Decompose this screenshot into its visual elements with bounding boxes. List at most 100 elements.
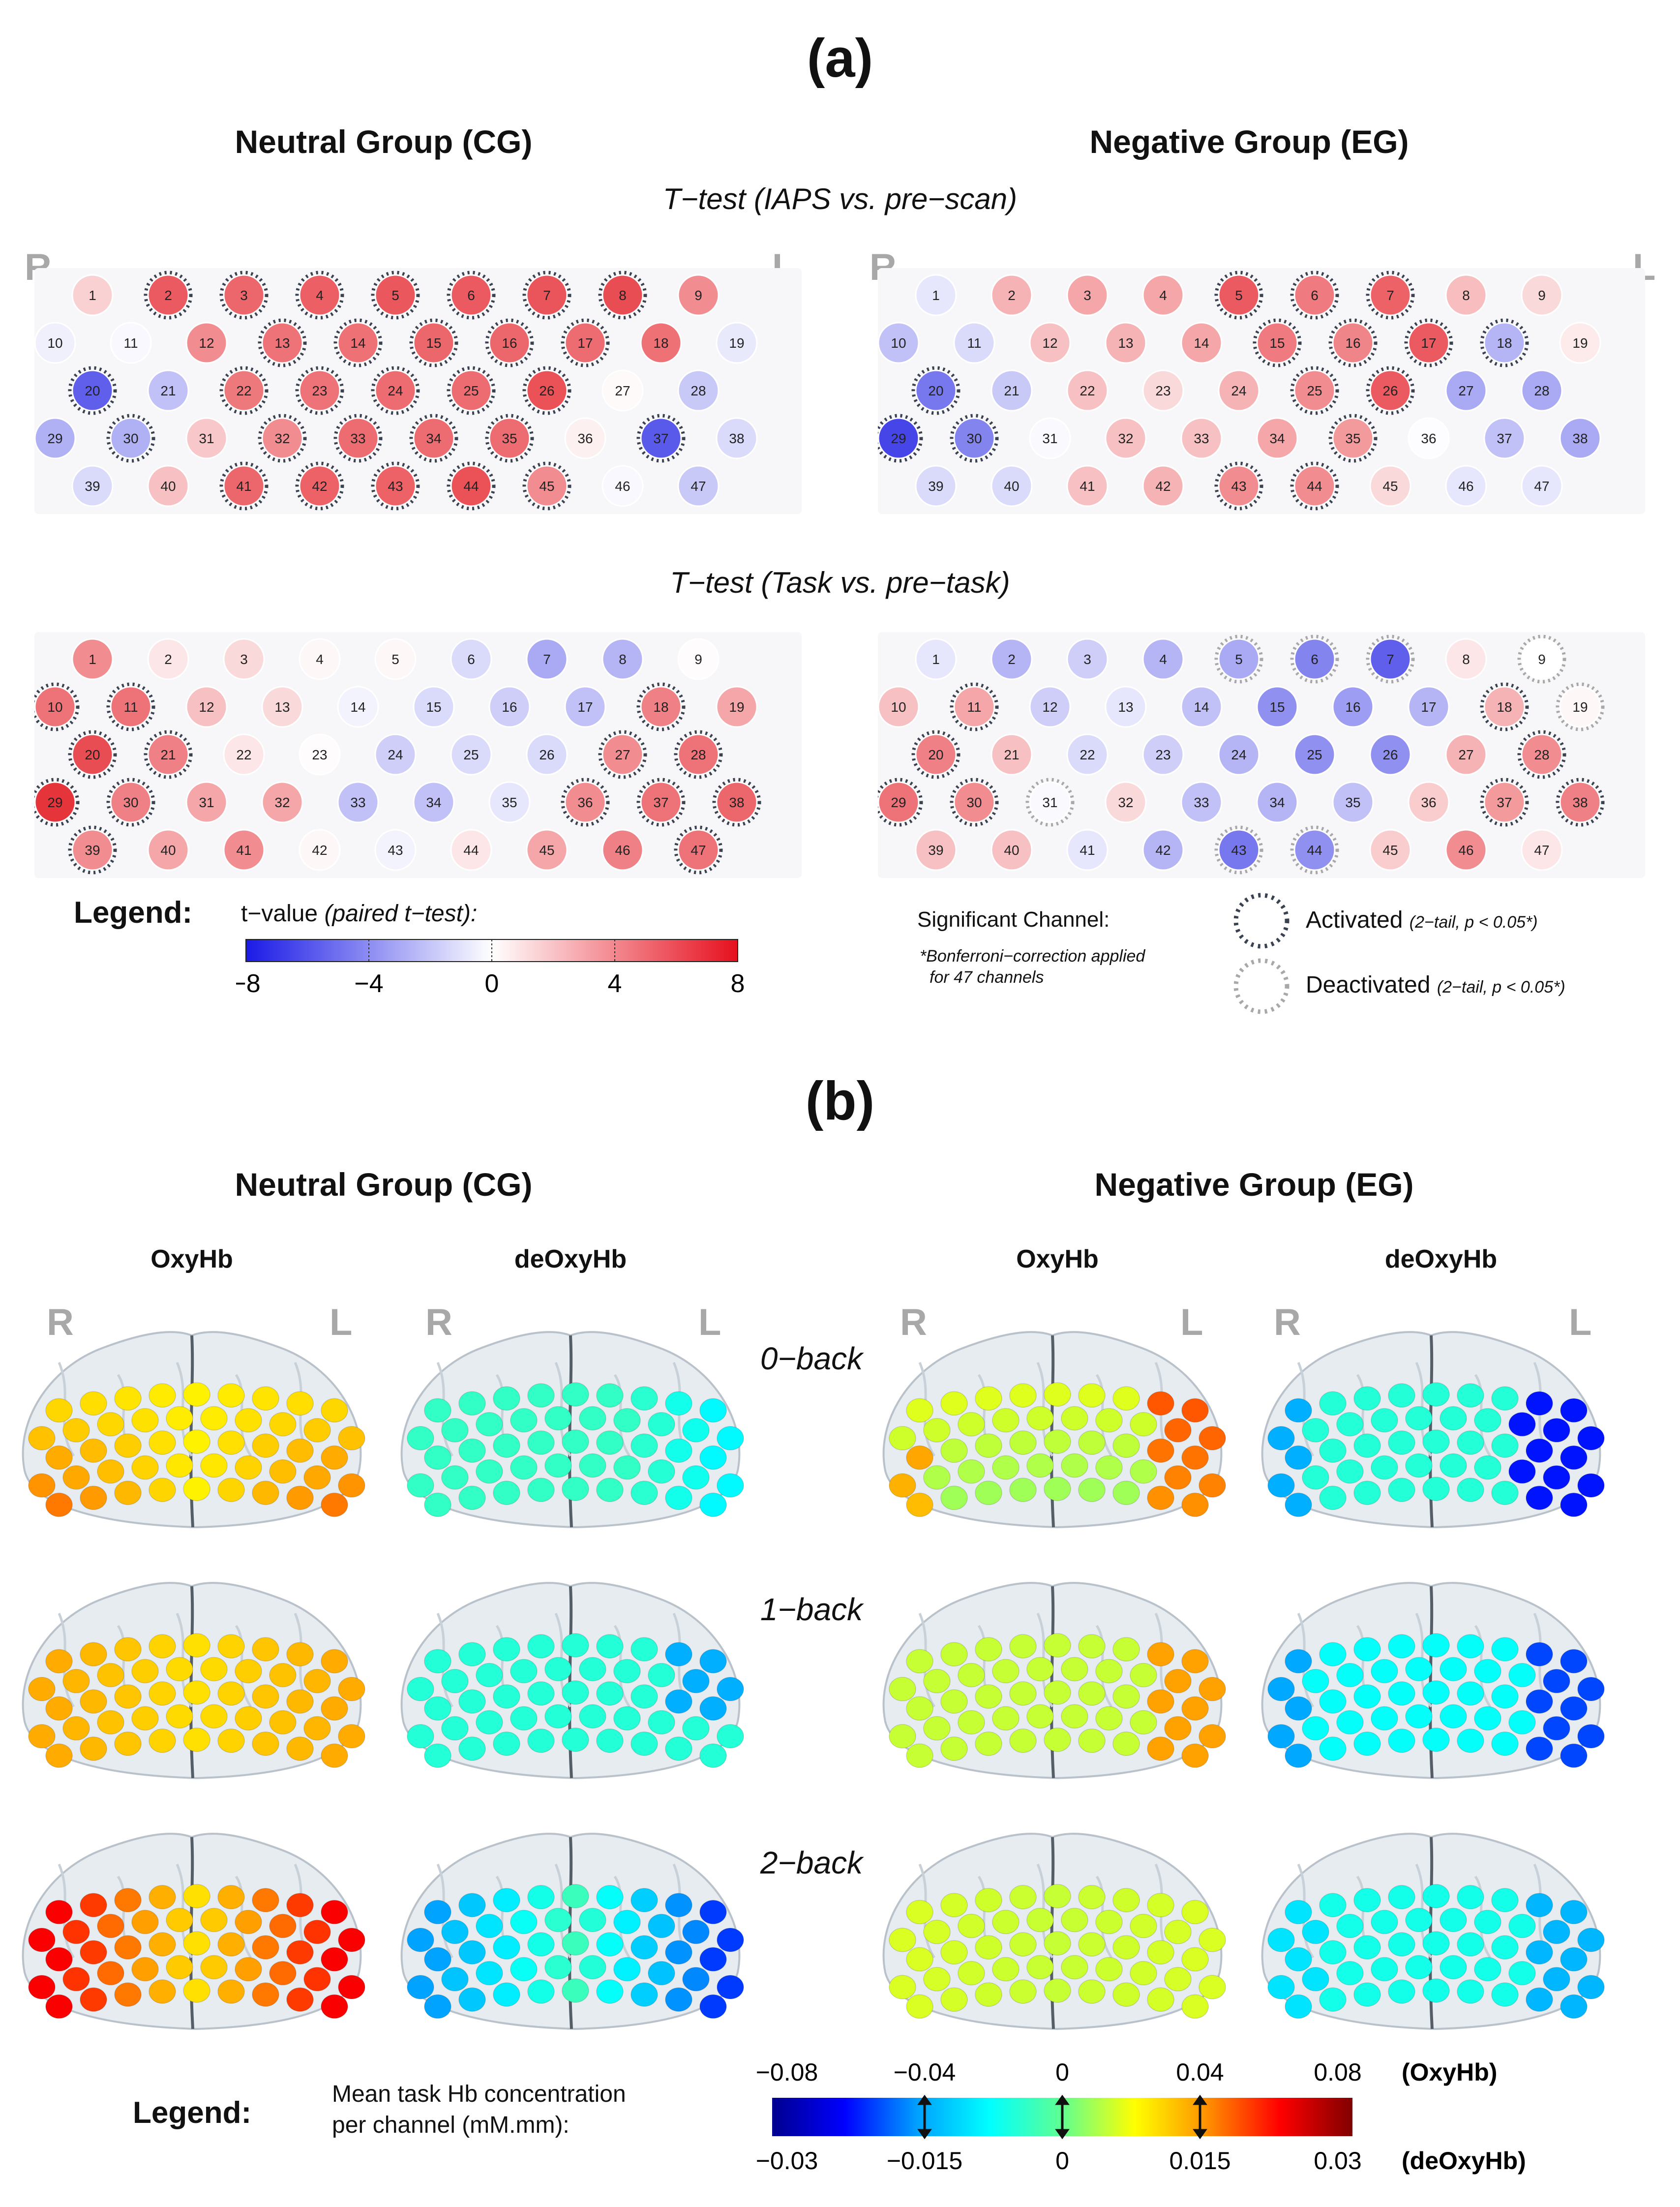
channel-circle	[526, 733, 568, 776]
channel-circle	[450, 733, 492, 776]
channel-number: 20	[85, 383, 100, 398]
channel-circle	[1332, 686, 1374, 728]
hb-channel-dot	[1164, 1669, 1192, 1693]
hb-channel-dot	[407, 1426, 434, 1451]
hb-channel-dot	[1147, 1736, 1174, 1761]
hb-channel-dot	[28, 1677, 56, 1701]
hb-channel-dot	[269, 1459, 297, 1484]
hb-channel-dot	[1336, 1412, 1364, 1437]
hb-channel-dot	[1405, 1657, 1433, 1682]
hb-channel-dot	[1371, 1408, 1398, 1433]
hb-channel-dot	[217, 1383, 245, 1408]
hb-channel-dot	[562, 1633, 589, 1658]
channel-number: 22	[236, 383, 251, 398]
hb-channel-dot	[562, 1429, 589, 1454]
channel-number: 32	[274, 795, 290, 810]
hb-channel-dot	[235, 1455, 262, 1480]
hb-channel-dot	[338, 1724, 365, 1749]
channel-number: 40	[160, 843, 176, 858]
hb-channel-dot	[1388, 1979, 1415, 2004]
channel-circle	[716, 781, 758, 823]
hb-channel-dot	[114, 1433, 142, 1458]
hb-channel-dot	[1112, 1982, 1140, 2007]
hb-channel-dot	[97, 1663, 124, 1688]
channel-number: 3	[240, 652, 248, 667]
hb-channel-dot	[630, 1888, 658, 1912]
channel-number: 37	[1497, 795, 1512, 810]
hb-channel-dot	[200, 1955, 228, 1980]
hb-channel-dot	[1371, 1455, 1398, 1480]
channel-number: 33	[350, 795, 365, 810]
hb-channel-dot	[1147, 1391, 1174, 1416]
hb-channel-dot	[1112, 1731, 1140, 1756]
channel-circle	[374, 733, 417, 776]
hb-channel-dot	[923, 1716, 951, 1741]
tvalue-gradient	[245, 939, 738, 962]
hb-channel-dot	[1474, 1706, 1501, 1731]
hb-channel-dot	[596, 1430, 624, 1455]
channel-circle	[1408, 686, 1450, 728]
hb-channel-dot	[527, 1383, 555, 1408]
hb-channel-dot	[45, 1900, 73, 1925]
oxy-tick: −0.08	[756, 2058, 818, 2086]
hb-channel-dot	[1130, 1913, 1157, 1938]
hb-channel-dot	[493, 1982, 520, 2007]
hb-channel-dot	[630, 1637, 658, 1662]
brain-map-negative-oxyhb-2back	[882, 1833, 1226, 2030]
hb-channel-dot	[975, 1731, 1002, 1756]
hb-channel-dot	[252, 1637, 279, 1662]
hb-channel-dot	[80, 1987, 107, 2012]
hb-channel-dot	[45, 1696, 73, 1721]
hb-channel-dot	[527, 1932, 555, 1957]
hb-channel-dot	[940, 1438, 968, 1463]
deactivated-legend: Deactivated (2−tail, p < 0.05*)	[1306, 972, 1565, 998]
hb-channel-dot	[183, 1429, 210, 1454]
bonferroni-note-2: for 47 channels	[930, 968, 1044, 987]
channel-number: 24	[1231, 747, 1246, 762]
channel-number: 7	[1386, 652, 1394, 667]
channel-circle	[34, 686, 76, 728]
hb-channel-dot	[1147, 1940, 1174, 1965]
channel-circle	[1445, 829, 1487, 871]
hb-channel-dot	[1508, 1961, 1536, 1986]
hb-channel-dot	[1026, 1657, 1054, 1682]
hb-channel-dot	[992, 1957, 1020, 1982]
channel-circle	[716, 417, 758, 459]
hb-channel-dot	[424, 1492, 451, 1517]
channel-number: 39	[85, 479, 100, 494]
activated-legend: Activated (2−tail, p < 0.05*)	[1306, 907, 1538, 933]
channel-circle	[1218, 274, 1260, 316]
hb-channel-dot	[1009, 1932, 1037, 1957]
hb-channel-dot	[1319, 1987, 1347, 2012]
hb-channel-dot	[1199, 1724, 1226, 1749]
hb-channel-dot	[1388, 1681, 1415, 1706]
tvalue-tick: −4	[354, 969, 383, 998]
hb-channel-dot	[665, 1391, 692, 1416]
deoxy-axis-label: (deOxyHb)	[1402, 2147, 1526, 2175]
channel-circle	[990, 274, 1033, 316]
hb-channel-dot	[1405, 1453, 1433, 1478]
hb-channel-dot	[1336, 1913, 1364, 1938]
activated-ring	[219, 461, 269, 511]
hb-channel-dot	[1371, 1706, 1398, 1731]
hb-channel-dot	[407, 1975, 434, 1999]
hb-channel-dot	[596, 1478, 624, 1502]
channel-circle	[526, 638, 568, 680]
hb-channel-dot	[338, 1426, 365, 1451]
channel-number: 23	[312, 747, 327, 762]
hb-channel-dot	[1319, 1642, 1347, 1666]
hb-channel-dot	[1078, 1430, 1106, 1455]
hb-channel-dot	[166, 1453, 193, 1478]
channel-circle	[1218, 369, 1260, 412]
channel-number: 30	[123, 795, 138, 810]
hb-channel-dot	[975, 1637, 1002, 1662]
hb-channel-dot	[1319, 1485, 1347, 1510]
hb-channel-dot	[476, 1913, 503, 1938]
hb-channel-dot	[424, 1445, 451, 1470]
hb-channel-dot	[1130, 1459, 1157, 1484]
channel-circle	[1066, 638, 1109, 680]
hb-channel-dot	[1353, 1888, 1381, 1912]
hb-channel-dot	[992, 1706, 1020, 1731]
channel-number: 29	[891, 431, 906, 446]
